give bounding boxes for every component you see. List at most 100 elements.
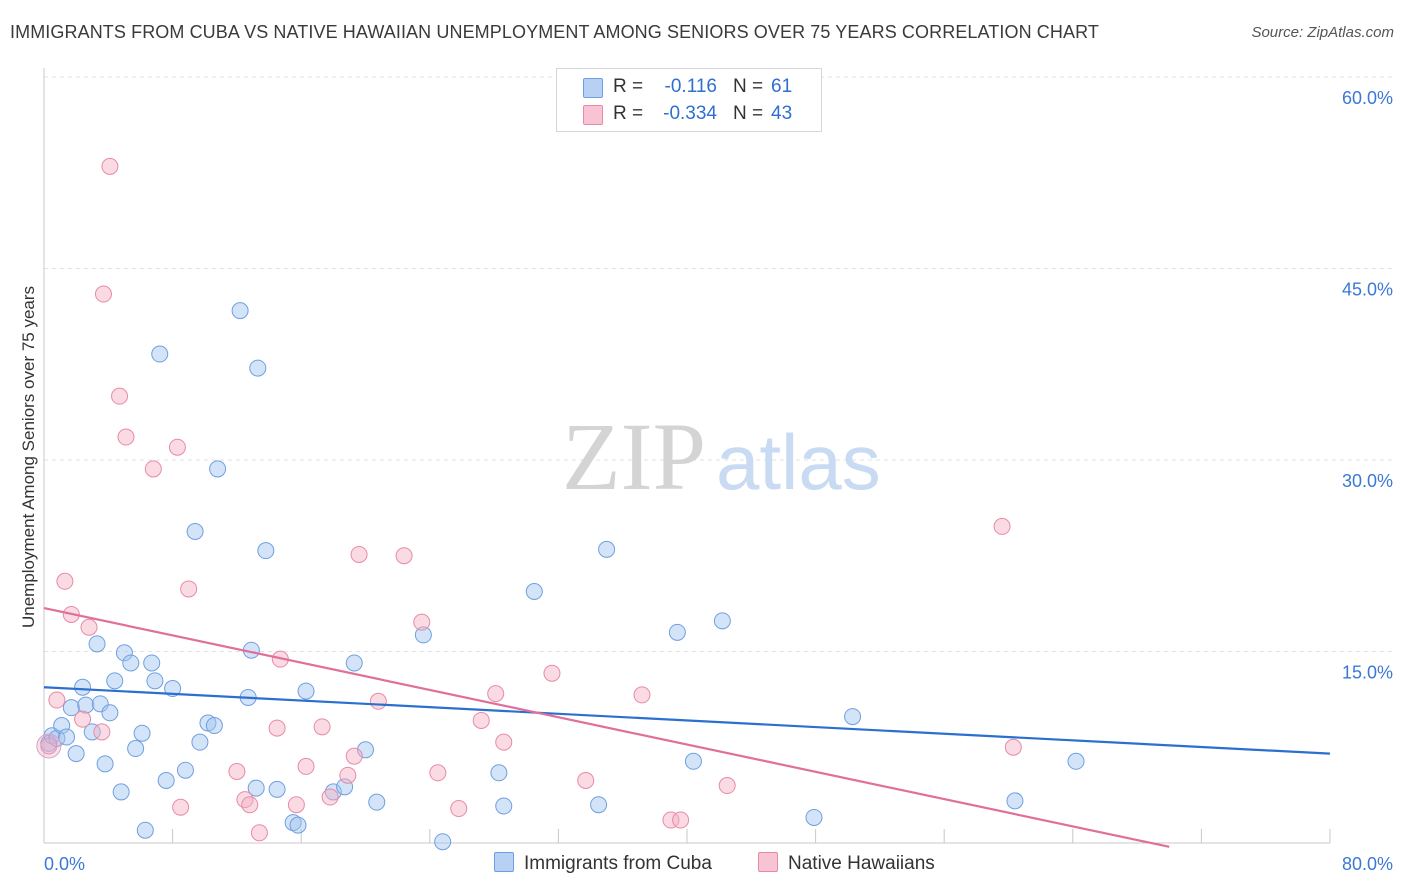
- legend-n-value: 61: [771, 76, 793, 97]
- bottom-legend-label-hawaiian: Native Hawaiians: [788, 853, 935, 874]
- cuba-point: [122, 654, 140, 672]
- y-tick-label: 60.0%: [1342, 88, 1393, 108]
- cuba-point: [176, 761, 194, 779]
- hawaiian-point: [40, 737, 58, 755]
- cuba-point: [62, 699, 80, 717]
- hawaiian-point: [672, 811, 690, 829]
- hawaiian-point: [395, 547, 413, 565]
- cuba-point: [297, 682, 315, 700]
- cuba-point: [146, 672, 164, 690]
- hawaiian-point: [993, 517, 1011, 535]
- cuba-point: [136, 821, 154, 839]
- legend-swatch-cuba: [583, 78, 603, 98]
- gridlines: [44, 76, 1393, 652]
- cuba-point: [186, 522, 204, 540]
- trend-line-hawaiian: [43, 607, 1170, 848]
- cuba-point: [247, 779, 265, 797]
- cuba-point: [345, 654, 363, 672]
- cuba-point: [96, 755, 114, 773]
- hawaiian-point: [495, 733, 513, 751]
- cuba-point: [151, 345, 169, 363]
- cuba-point: [598, 540, 616, 558]
- cuba-point: [133, 724, 151, 742]
- hawaiian-point: [111, 387, 129, 405]
- hawaiian-point: [429, 764, 447, 782]
- axes: [43, 68, 1331, 844]
- cuba-point: [164, 680, 182, 698]
- hawaiian-point: [718, 777, 736, 795]
- hawaiian-point: [577, 771, 595, 789]
- cluster-point: [36, 733, 62, 759]
- hawaiian-point: [313, 718, 331, 736]
- cuba-point: [209, 460, 227, 478]
- legend-n-value: 43: [771, 103, 793, 124]
- bottom-legend-hawaiian: Native Hawaiians: [758, 852, 935, 875]
- hawaiian-point: [236, 791, 254, 809]
- x-tick-labels: 0.0% 80.0%: [44, 854, 1393, 874]
- cuba-point: [58, 728, 76, 746]
- cuba-point: [249, 359, 267, 377]
- series-cuba-points: [40, 302, 1085, 851]
- cuba-point: [289, 816, 307, 834]
- cuba-point: [77, 696, 95, 714]
- cuba-point: [157, 771, 175, 789]
- hawaiian-point: [339, 766, 357, 784]
- legend-r-value: -0.116: [664, 76, 717, 97]
- hawaiian-point: [144, 460, 162, 478]
- cuba-point: [101, 704, 119, 722]
- hawaiian-point: [487, 685, 505, 703]
- legend-r-value: -0.334: [663, 103, 717, 124]
- hawaiian-point: [250, 824, 268, 842]
- hawaiian-point: [321, 788, 339, 806]
- hawaiian-point: [369, 692, 387, 710]
- cuba-point: [1006, 792, 1024, 810]
- cuba-point: [91, 695, 109, 713]
- cuba-point: [495, 797, 513, 815]
- legend-swatch-hawaiian: [583, 105, 603, 125]
- hawaiian-point: [450, 800, 468, 818]
- hawaiian-point: [287, 796, 305, 814]
- cuba-point: [805, 808, 823, 826]
- cuba-point: [1067, 752, 1085, 770]
- bottom-legend-swatch-hawaiian: [758, 852, 778, 872]
- hawaiian-point: [180, 580, 198, 598]
- cuba-point: [434, 833, 452, 851]
- hawaiian-point: [345, 747, 363, 765]
- cuba-point: [844, 708, 862, 726]
- hawaiian-point: [80, 618, 98, 636]
- watermark-atlas: atlas: [716, 418, 881, 506]
- bottom-legend-cuba: Immigrants from Cuba: [494, 852, 712, 875]
- legend-r-label: R =: [613, 103, 644, 124]
- cuba-point: [713, 612, 731, 630]
- cuba-point: [143, 654, 161, 672]
- hawaiian-point: [241, 796, 259, 814]
- cuba-point: [268, 780, 286, 798]
- hawaiian-point: [56, 572, 74, 590]
- cuba-point: [106, 672, 124, 690]
- cuba-point: [490, 764, 508, 782]
- y-axis-label: Unemployment Among Seniors over 75 years: [19, 285, 38, 629]
- cuba-point: [368, 793, 386, 811]
- cuba-point: [67, 745, 85, 763]
- cuba-point: [205, 717, 223, 735]
- cuba-point: [324, 783, 342, 801]
- hawaiian-point: [633, 686, 651, 704]
- cuba-point: [414, 626, 432, 644]
- cuba-point: [127, 740, 145, 758]
- hawaiian-point: [1004, 738, 1022, 756]
- chart-title: IMMIGRANTS FROM CUBA VS NATIVE HAWAIIAN …: [10, 22, 1099, 42]
- y-tick-labels: 15.0% 30.0% 45.0% 60.0%: [1342, 88, 1393, 683]
- y-tick-label: 45.0%: [1342, 280, 1393, 300]
- legend-n-label: N =: [733, 103, 764, 124]
- hawaiian-point: [297, 757, 315, 775]
- hawaiian-point: [228, 763, 246, 781]
- hawaiian-point: [93, 723, 111, 741]
- hawaiian-point: [662, 811, 680, 829]
- cuba-point: [257, 542, 275, 560]
- hawaiian-point: [172, 798, 190, 816]
- cuba-point: [191, 733, 209, 751]
- trend-line-cuba: [43, 686, 1331, 755]
- hawaiian-point: [74, 710, 92, 728]
- hawaiian-point: [472, 711, 490, 729]
